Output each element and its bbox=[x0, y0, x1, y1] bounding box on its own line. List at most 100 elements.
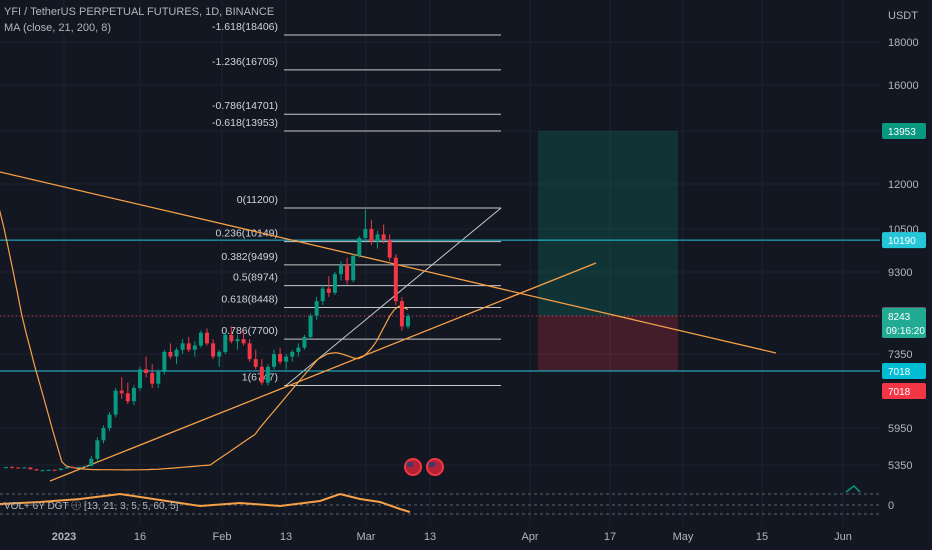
fib-level[interactable]: 0.786(7700) bbox=[221, 325, 501, 340]
candle-body bbox=[46, 469, 51, 471]
candle bbox=[16, 467, 21, 469]
candle-body bbox=[387, 239, 392, 258]
fib-level-label: 0.786(7700) bbox=[221, 325, 278, 337]
candle bbox=[77, 466, 82, 468]
candle bbox=[302, 334, 307, 350]
fib-level[interactable]: -0.786(14701) bbox=[212, 100, 501, 115]
candle bbox=[235, 334, 240, 350]
candle bbox=[205, 328, 209, 346]
candle bbox=[4, 466, 8, 469]
fib-level[interactable]: 1(6747) bbox=[242, 371, 501, 386]
time-tick: 17 bbox=[604, 531, 616, 543]
candle bbox=[406, 313, 410, 329]
fib-level[interactable]: 0.382(9499) bbox=[221, 251, 501, 266]
candle-body bbox=[16, 467, 21, 469]
candle-body bbox=[357, 237, 362, 256]
symbol-title[interactable]: YFI / TetherUS PERPETUAL FUTURES, 1D, BI… bbox=[4, 6, 275, 18]
fib-level[interactable]: 0.236(10149) bbox=[216, 228, 501, 243]
candle bbox=[138, 366, 142, 391]
fibonacci-extension[interactable]: -1.618(18406) -1.236(16705) -0.786(14701) -… bbox=[212, 21, 502, 386]
candle-body bbox=[399, 301, 404, 327]
candle-body bbox=[363, 229, 368, 238]
ma-indicator-legend[interactable]: MA (close, 21, 200, 8) bbox=[4, 22, 111, 34]
time-tick: 13 bbox=[424, 531, 436, 543]
candle bbox=[369, 220, 374, 246]
candle bbox=[174, 347, 179, 365]
fib-level[interactable]: 0(11200) bbox=[237, 194, 501, 209]
candle-body bbox=[107, 414, 112, 428]
candle-body bbox=[253, 359, 258, 367]
long-position-tool[interactable] bbox=[538, 131, 678, 371]
candle bbox=[399, 296, 404, 331]
fib-level-label: 0(11200) bbox=[237, 194, 278, 206]
candle bbox=[107, 411, 112, 432]
price-tick: 0 bbox=[888, 500, 894, 512]
candle-body bbox=[217, 351, 222, 357]
candle bbox=[186, 336, 191, 352]
candle-body bbox=[119, 390, 124, 394]
candle bbox=[150, 364, 155, 388]
candle-body bbox=[381, 234, 386, 240]
candle bbox=[296, 343, 301, 357]
candle-body bbox=[320, 288, 325, 302]
volume-indicator-legend[interactable]: VOL+ 6Y DGT ⓘ [13, 21, 3, 5, 5, 60, 5] bbox=[4, 501, 179, 512]
candle-body bbox=[58, 468, 63, 471]
candle bbox=[363, 209, 368, 242]
fib-level[interactable]: -0.618(13953) bbox=[212, 117, 501, 132]
time-tick: 2023 bbox=[52, 531, 76, 543]
fib-level[interactable]: -1.618(18406) bbox=[212, 21, 501, 36]
candle bbox=[46, 469, 51, 471]
candle bbox=[381, 224, 386, 244]
horizontal-levels[interactable] bbox=[0, 239, 880, 372]
candle bbox=[28, 467, 33, 470]
time-axis[interactable]: 2023 16 Feb 13 Mar 13 Apr 17 May 15 Jun bbox=[0, 525, 932, 550]
price-badge: 7018 bbox=[882, 363, 926, 379]
fib-level-label: -0.786(14701) bbox=[212, 100, 278, 112]
target-zone[interactable] bbox=[538, 131, 678, 316]
candle bbox=[144, 356, 149, 378]
candle-body bbox=[22, 467, 27, 469]
candle bbox=[101, 425, 106, 444]
candle-body bbox=[223, 334, 228, 352]
price-badge-bg bbox=[882, 232, 926, 249]
candle-body bbox=[138, 369, 142, 388]
fib-level[interactable]: 0.5(8974) bbox=[233, 272, 501, 287]
trend-lines[interactable] bbox=[0, 171, 777, 482]
candle-body bbox=[52, 469, 57, 471]
candle bbox=[10, 466, 15, 469]
stop-zone[interactable] bbox=[538, 316, 678, 371]
grid-lines bbox=[0, 0, 880, 525]
candle bbox=[259, 359, 264, 386]
descending-trend-line[interactable] bbox=[0, 171, 777, 354]
candle bbox=[375, 230, 380, 249]
candle bbox=[393, 254, 398, 306]
fib-trend-line[interactable] bbox=[285, 207, 502, 386]
us-flag-icon[interactable] bbox=[404, 458, 422, 476]
fib-level-label: -1.618(18406) bbox=[212, 21, 278, 33]
candle bbox=[272, 349, 276, 370]
candle bbox=[290, 349, 295, 362]
candle bbox=[211, 339, 216, 360]
event-markers[interactable] bbox=[404, 458, 444, 476]
fib-level[interactable]: 0.618(8448) bbox=[221, 293, 501, 308]
time-axis-bg[interactable] bbox=[0, 525, 932, 550]
candle bbox=[22, 467, 27, 469]
candle bbox=[83, 465, 88, 468]
candle-body bbox=[40, 470, 45, 472]
price-axis-bg[interactable] bbox=[880, 0, 932, 525]
candle-body bbox=[326, 288, 331, 293]
fib-level-label: -1.236(16705) bbox=[212, 56, 278, 68]
candle bbox=[162, 349, 167, 375]
us-flag-icon[interactable] bbox=[426, 458, 444, 476]
candle bbox=[156, 369, 161, 388]
price-axis[interactable]: USDT180001600012000105009300735059505350… bbox=[880, 0, 932, 525]
candle bbox=[71, 466, 75, 469]
candle-body bbox=[259, 366, 264, 383]
candle-body bbox=[28, 467, 33, 470]
price-badge: 10190 bbox=[882, 232, 926, 249]
price-badge: 7018 bbox=[882, 383, 926, 399]
ascending-trend-line[interactable] bbox=[49, 262, 597, 482]
fib-level[interactable]: -1.236(16705) bbox=[212, 56, 501, 71]
candle-body bbox=[272, 354, 276, 367]
